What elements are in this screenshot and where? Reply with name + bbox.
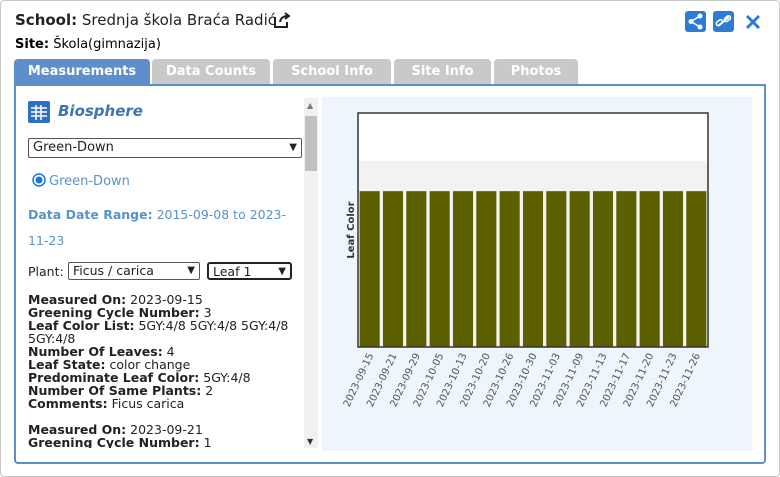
school-line: School: Srednja škola Braća Radić — [15, 11, 276, 29]
measurement-list: Biosphere Green-Down ▼ Green-Down Data Da… — [22, 98, 304, 448]
chart: Leaf Color 2023-09-152023-09-212023-09-2… — [322, 97, 752, 451]
bar — [359, 191, 380, 347]
bar — [452, 191, 474, 347]
bar — [499, 191, 520, 347]
bar — [686, 191, 707, 347]
bar — [546, 191, 567, 347]
link-button[interactable] — [713, 11, 734, 32]
record-field: Measured On: 2023-09-21 — [28, 423, 304, 436]
bar — [429, 191, 450, 347]
tab[interactable]: Measurements — [14, 59, 150, 84]
field-label: Leaf Color List: — [28, 318, 135, 333]
record-field: Greening Cycle Number: 3 — [28, 306, 304, 319]
site-name: Škola(gimnazija) — [53, 37, 161, 52]
bar — [522, 191, 544, 347]
field-value: Ficus carica — [111, 396, 185, 411]
record: Measured On: 2023-09-21 Greening Cycle Nu… — [28, 423, 304, 448]
field-label: Number Of Same Plants: — [28, 383, 202, 398]
bar — [616, 191, 637, 347]
record-field: Predominate Leaf Color: 5GY:4/8 — [28, 371, 304, 384]
radio-label: Green-Down — [49, 174, 130, 189]
record-field: Leaf Color List: 5GY:4/8 5GY:4/8 5GY:4/8… — [28, 319, 304, 345]
plot-border — [357, 112, 709, 348]
school-name: Srednja škola Braća Radić — [81, 11, 276, 29]
leaf-select[interactable]: Leaf 1 ▼ — [207, 262, 292, 280]
protocol-heading: Biosphere — [58, 102, 143, 120]
field-label: Predominate Leaf Color: — [28, 370, 200, 385]
share-button[interactable] — [685, 11, 706, 32]
site-line: Site: Škola(gimnazija) — [15, 37, 161, 52]
bar — [382, 191, 404, 347]
date-range: Data Date Range: 2015-09-08 to 2023-11-2… — [28, 202, 304, 254]
field-value: 3 — [203, 305, 212, 320]
field-value: 5GY:4/8 — [203, 370, 251, 385]
radio-button[interactable] — [32, 173, 46, 187]
field-label: Greening Cycle Number: — [28, 305, 200, 320]
field-value: 5GY:4/8 5GY:4/8 5GY:4/8 5GY:4/8 — [28, 318, 289, 346]
protocol-select[interactable]: Green-Down ▼ — [28, 138, 302, 158]
external-link-icon[interactable] — [272, 11, 292, 29]
bar — [406, 191, 427, 347]
school-label: School: — [15, 11, 78, 29]
date-range-value: 2015-09-08 to 2023-11-23 — [28, 207, 287, 248]
field-value: 2023-09-21 — [130, 422, 203, 437]
y-axis-label: Leaf Color — [346, 201, 357, 258]
field-label: Measured On: — [28, 292, 127, 307]
table-icon — [28, 101, 50, 123]
field-label: Number Of Leaves: — [28, 344, 163, 359]
records: Measured On: 2023-09-15 Greening Cycle Nu… — [28, 293, 304, 448]
field-value: 2023-09-15 — [130, 292, 203, 307]
bar — [569, 191, 590, 347]
field-label: Greening Cycle Number: — [28, 435, 200, 448]
date-range-label: Data Date Range: — [28, 207, 153, 222]
field-label: Leaf State: — [28, 357, 106, 372]
tab[interactable]: Data Counts — [152, 59, 270, 84]
plot-top — [358, 113, 708, 161]
field-value: color change — [109, 357, 191, 372]
site-label: Site: — [15, 37, 50, 52]
bar — [639, 191, 660, 347]
field-value: 4 — [166, 344, 175, 359]
plant-select-text: Ficus / carica — [73, 263, 154, 278]
bar — [592, 191, 614, 347]
protocol-select-text: Green-Down — [33, 140, 114, 155]
bar — [476, 191, 497, 347]
field-label: Measured On: — [28, 422, 127, 437]
field-value: 2 — [205, 383, 214, 398]
toolbar-icons — [685, 11, 761, 32]
tab-panel — [14, 84, 766, 464]
plant-label: Plant: — [28, 264, 64, 279]
tab[interactable]: School Info — [273, 59, 391, 84]
close-button[interactable] — [745, 14, 761, 30]
tab[interactable]: Photos — [494, 59, 578, 84]
field-label: Comments: — [28, 396, 108, 411]
field-value: 1 — [203, 435, 212, 448]
plant-select[interactable]: Ficus / carica ▼ — [68, 262, 200, 280]
record-field: Comments: Ficus carica — [28, 397, 304, 410]
record: Measured On: 2023-09-15 Greening Cycle Nu… — [28, 293, 304, 410]
record-field: Measured On: 2023-09-15 — [28, 293, 304, 306]
leaf-select-text: Leaf 1 — [213, 264, 252, 279]
record-field: Number Of Leaves: 4 — [28, 345, 304, 358]
record-field: Number Of Same Plants: 2 — [28, 384, 304, 397]
record-field: Greening Cycle Number: 1 — [28, 436, 304, 448]
record-field: Leaf State: color change — [28, 358, 304, 371]
tab[interactable]: Site Info — [394, 59, 491, 84]
bar — [662, 191, 684, 347]
scrollbar[interactable]: ▲ ▼ — [304, 98, 318, 448]
